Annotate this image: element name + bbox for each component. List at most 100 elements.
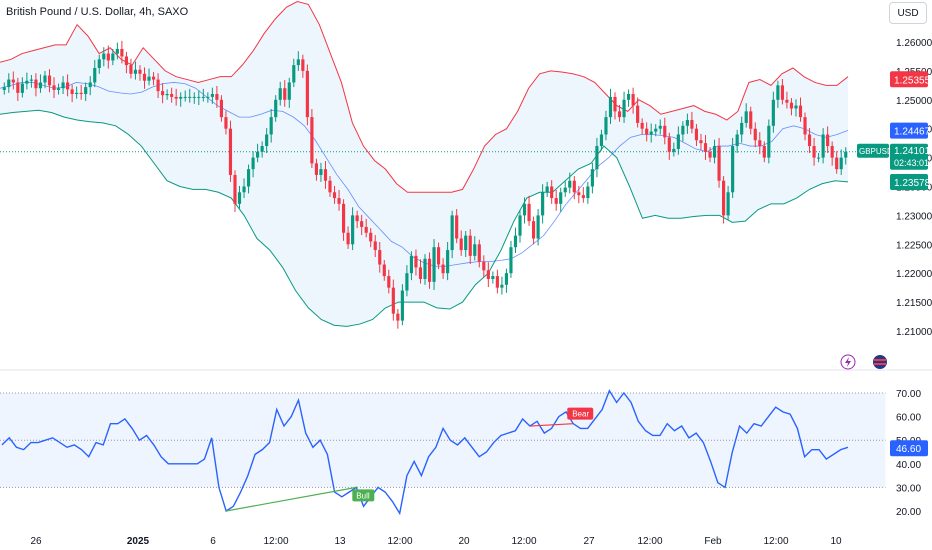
candle-body	[147, 76, 151, 81]
candle-body	[703, 143, 708, 152]
candle-body	[586, 186, 590, 199]
candle-body	[355, 215, 359, 222]
candle-body	[360, 221, 364, 227]
candle-body	[210, 94, 214, 97]
candle-body	[75, 92, 79, 95]
time-tick-label: 12:00	[511, 536, 536, 547]
rsi-tick-label: 70.00	[896, 389, 921, 400]
candle-body	[681, 125, 685, 135]
time-tick-label: Feb	[704, 536, 722, 547]
candle-body	[631, 94, 635, 106]
candle-body	[839, 157, 843, 170]
candle-body	[486, 270, 490, 279]
time-tick-label: 12:00	[387, 536, 412, 547]
candle-body	[613, 96, 617, 112]
candle-body	[274, 99, 278, 118]
candle-body	[441, 264, 445, 274]
candle-body	[391, 287, 395, 314]
candle-body	[432, 247, 436, 282]
candle-body	[228, 128, 233, 175]
basis-badge-bg	[890, 122, 928, 139]
candle-body	[608, 96, 613, 118]
candle-body	[771, 99, 775, 126]
candle-body	[2, 87, 6, 90]
candle-body	[219, 99, 224, 118]
candle-body	[577, 192, 581, 196]
candle-body	[156, 79, 160, 92]
last-price-badge: 1.24101	[894, 146, 931, 157]
candle-body	[405, 273, 409, 291]
candle-body	[568, 180, 572, 188]
candle-body	[323, 169, 328, 181]
bull-label-bg	[352, 489, 375, 502]
bear-label: Bear	[572, 410, 589, 419]
candle-body	[142, 73, 147, 81]
candle-body	[400, 290, 404, 321]
candle-body	[446, 250, 450, 274]
candle-body	[622, 99, 626, 118]
candle-body	[731, 146, 735, 193]
candle-body	[56, 88, 61, 90]
candle-body	[694, 128, 699, 141]
candle-body	[794, 105, 798, 109]
candle-body	[473, 244, 477, 256]
candle-body	[436, 247, 441, 265]
candle-body	[590, 169, 594, 187]
candle-body	[387, 276, 391, 288]
candle-body	[559, 192, 563, 204]
flag-icon	[873, 355, 887, 369]
candle-body	[495, 276, 499, 288]
lower-band-badge: 1.23578	[894, 178, 931, 189]
symbol-badge-bg	[857, 143, 889, 158]
candle-body	[188, 96, 192, 98]
candle-body	[572, 180, 576, 193]
candle-body	[780, 85, 784, 100]
currency-button[interactable]: USD	[889, 2, 927, 24]
candle-body	[287, 82, 291, 100]
candle-body	[504, 273, 509, 285]
lower-band-badge-bg	[890, 173, 928, 190]
candle-body	[233, 174, 237, 204]
candle-body	[740, 122, 744, 135]
candle-body	[197, 96, 201, 98]
candle-body	[667, 137, 671, 152]
candle-body	[595, 146, 599, 170]
chart-title: British Pound / U.S. Dollar, 4h, SAXO	[6, 6, 189, 18]
bull-divergence-line	[226, 486, 357, 512]
candle-body	[138, 69, 142, 74]
candle-body	[396, 313, 400, 321]
candle-body	[807, 134, 812, 147]
candle-body	[459, 238, 463, 251]
candle-body	[640, 122, 644, 129]
candle-body	[7, 79, 11, 88]
candle-body	[52, 85, 56, 90]
candle-body	[84, 87, 88, 95]
candle-body	[658, 125, 662, 129]
candle-body	[351, 215, 355, 245]
candle-body	[468, 235, 472, 256]
time-tick-label: 20	[458, 536, 470, 547]
candle-body	[179, 96, 183, 99]
candle-body	[192, 96, 196, 98]
candle-body	[369, 232, 373, 242]
candle-body	[256, 151, 260, 158]
candle-body	[260, 146, 264, 152]
candle-body	[165, 94, 169, 96]
candle-body	[798, 105, 803, 118]
countdown-label: 02:43:01	[894, 158, 929, 168]
candle-body	[328, 180, 332, 193]
candle-body	[206, 96, 210, 98]
candle-body	[133, 69, 138, 74]
candle-body	[115, 48, 119, 54]
candle-body	[477, 244, 481, 262]
time-tick-label: 12:00	[637, 536, 662, 547]
candle-body	[364, 226, 368, 233]
candle-body	[599, 134, 604, 147]
upper-band-line	[0, 1, 849, 193]
candle-body	[106, 53, 110, 61]
candle-body	[151, 76, 156, 80]
candle-body	[826, 134, 830, 147]
candle-body	[654, 128, 658, 132]
candle-body	[581, 195, 585, 199]
